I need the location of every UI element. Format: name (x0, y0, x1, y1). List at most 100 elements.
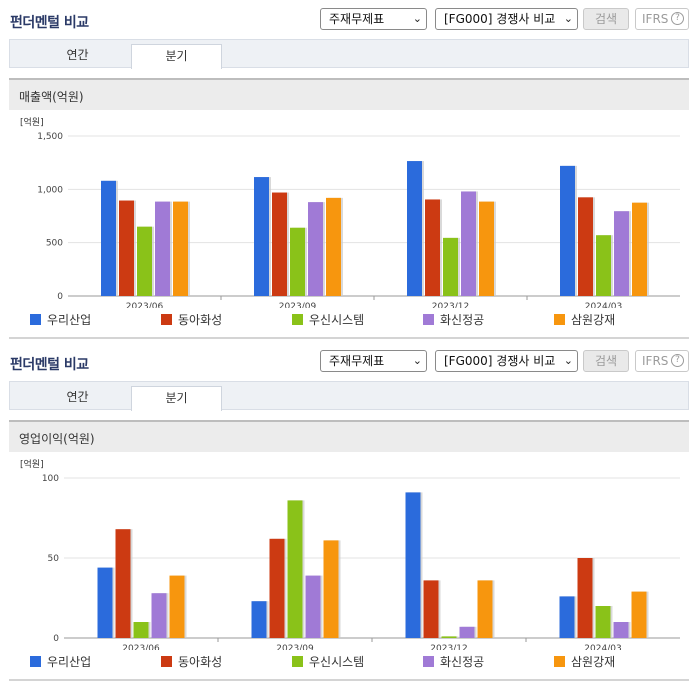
compare-select[interactable]: [FG000] 경쟁사 비교 ⌄ (435, 8, 578, 30)
unit-label: [억원] (20, 458, 44, 470)
tab-quarter[interactable]: 분기 (131, 386, 222, 411)
legend-label: 우리산업 (47, 313, 92, 327)
statement-select[interactable]: 주재무제표 ⌄ (320, 350, 427, 372)
bar (272, 192, 287, 296)
legend-label: 삼원강재 (571, 313, 616, 327)
legend-label: 우신시스템 (309, 313, 365, 327)
bar (326, 197, 341, 296)
section-label: 영업이익(억원) (19, 432, 95, 446)
bar (631, 591, 647, 638)
legend-swatch (30, 656, 41, 667)
legend-label: 삼원강재 (571, 655, 616, 669)
bar (595, 606, 611, 638)
operating-profit-bar-chart: [억원] 0 50 100 2023/06 2023/09 2023/12 2024/03 (20, 458, 680, 650)
legend-swatch (161, 314, 172, 325)
compare-select-value: [FG000] 경쟁사 비교 (444, 354, 556, 368)
tab-annual[interactable]: 연간 (66, 48, 89, 62)
search-button[interactable]: 검색 (583, 350, 629, 372)
x-tick-label: 2023/09 (276, 644, 314, 650)
bar (477, 580, 493, 638)
section-label: 매출액(억원) (19, 90, 84, 104)
bar (407, 161, 422, 296)
bar (133, 622, 149, 638)
fundamental-panel-revenue: 펀더멘털 비교 주재무제표 ⌄ [FG000] 경쟁사 비교 ⌄ 검색 IFRS… (0, 0, 696, 339)
y-tick-label: 50 (48, 554, 60, 564)
bar (443, 237, 458, 296)
section-header: 영업이익(억원) (9, 420, 689, 452)
legend-swatch (292, 314, 303, 325)
bar (632, 202, 647, 296)
bar (119, 200, 134, 296)
legend-swatch (554, 656, 565, 667)
legend-label: 화신정공 (440, 313, 485, 327)
unit-label: [억원] (20, 116, 44, 128)
chart-legend: 우리산업 동아화성 우신시스템 화신정공 삼원강재 (30, 653, 690, 673)
legend-label: 동아화성 (178, 313, 223, 327)
legend-swatch (423, 314, 434, 325)
bar (305, 575, 321, 638)
bar (577, 558, 593, 638)
bar (169, 575, 185, 638)
chevron-down-icon: ⌄ (412, 354, 422, 367)
tab-quarter[interactable]: 분기 (131, 44, 222, 69)
panel-header: 펀더멘털 비교 주재무제표 ⌄ [FG000] 경쟁사 비교 ⌄ 검색 IFRS… (0, 0, 696, 40)
statement-select-value: 주재무제표 (329, 354, 385, 368)
bar (596, 235, 611, 296)
bar (290, 227, 305, 296)
tab-annual[interactable]: 연간 (66, 390, 89, 404)
bar (425, 199, 440, 296)
legend-label: 화신정공 (440, 655, 485, 669)
legend-swatch (161, 656, 172, 667)
x-tick-label: 2023/12 (430, 644, 467, 650)
help-icon[interactable]: ? (671, 354, 684, 367)
revenue-bar-chart: [억원] 0 500 1,000 1,500 2023/06 2023/09 2023/12 2… (20, 116, 680, 308)
legend-swatch (30, 314, 41, 325)
bar (323, 540, 339, 638)
ifrs-label: IFRS (642, 12, 669, 26)
ifrs-button[interactable]: IFRS ? (635, 8, 689, 30)
legend-swatch (423, 656, 434, 667)
bar (137, 226, 152, 296)
bar (269, 538, 285, 638)
bar (405, 492, 421, 638)
bar (308, 202, 323, 296)
x-tick-label: 2024/03 (585, 302, 622, 308)
period-tabs: 연간 분기 (9, 39, 689, 69)
bar (423, 580, 439, 638)
bar (151, 593, 167, 638)
x-tick-label: 2023/06 (126, 302, 164, 308)
statement-select[interactable]: 주재무제표 ⌄ (320, 8, 427, 30)
bar (115, 529, 131, 638)
compare-select[interactable]: [FG000] 경쟁사 비교 ⌄ (435, 350, 578, 372)
y-tick-label: 100 (42, 474, 59, 484)
bar (441, 636, 457, 638)
legend-swatch (292, 656, 303, 667)
y-tick-label: 1,500 (37, 132, 63, 142)
panel-title: 펀더멘털 비교 (10, 15, 89, 31)
chevron-down-icon: ⌄ (412, 12, 422, 25)
chevron-down-icon: ⌄ (563, 354, 573, 367)
legend-label: 동아화성 (178, 655, 223, 669)
bar (479, 201, 494, 296)
x-tick-label: 2023/12 (432, 302, 469, 308)
compare-select-value: [FG000] 경쟁사 비교 (444, 12, 556, 26)
y-tick-label: 1,000 (37, 185, 63, 195)
legend-label: 우리산업 (47, 655, 92, 669)
ifrs-button[interactable]: IFRS ? (635, 350, 689, 372)
help-icon[interactable]: ? (671, 12, 684, 25)
bar (155, 201, 170, 296)
y-tick-label: 500 (46, 239, 63, 249)
bar (97, 567, 113, 638)
bar (287, 500, 303, 638)
divider (9, 337, 689, 339)
search-button[interactable]: 검색 (583, 8, 629, 30)
bar (459, 626, 475, 638)
bar (101, 180, 116, 296)
chart-legend: 우리산업 동아화성 우신시스템 화신정공 삼원강재 (30, 311, 690, 331)
bar (578, 197, 593, 296)
y-tick-label: 0 (53, 634, 59, 644)
bar (254, 177, 269, 296)
x-tick-label: 2024/03 (584, 644, 621, 650)
panel-title: 펀더멘털 비교 (10, 357, 89, 373)
panel-header: 펀더멘털 비교 주재무제표 ⌄ [FG000] 경쟁사 비교 ⌄ 검색 IFRS… (0, 342, 696, 382)
